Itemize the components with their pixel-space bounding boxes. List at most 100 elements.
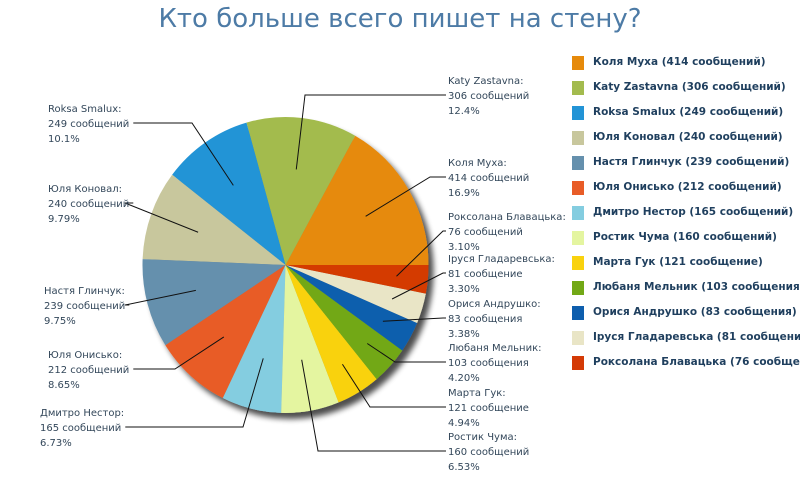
slice-label-value-label: 239 сообщений <box>44 301 125 312</box>
leader-line <box>125 358 264 428</box>
legend-swatch <box>572 331 584 345</box>
slice-label-value-label: 83 сообщения <box>448 314 522 325</box>
legend-swatch <box>572 231 584 245</box>
legend-item: Роксолана Блавацька (76 сообщений <box>572 355 800 380</box>
slice-label-value-label: 414 сообщений <box>448 173 529 184</box>
legend-label: Іруся Гладаревська (81 сообщение) <box>593 331 800 343</box>
legend-label: Roksa Smalux (249 сообщений) <box>593 106 784 118</box>
legend-item: Дмитро Нестор (165 сообщений) <box>572 205 800 230</box>
slice-label-value-label: 103 сообщения <box>448 358 529 369</box>
slice-label-name: Юля Онисько: <box>48 350 122 361</box>
legend-item: Юля Онисько (212 сообщений) <box>572 180 800 205</box>
legend-label: Katy Zastavna (306 сообщений) <box>593 81 786 93</box>
legend-label: Коля Муха (414 сообщений) <box>593 56 766 68</box>
pie-slice <box>285 265 418 351</box>
slice-label-name: Марта Гук: <box>448 388 506 399</box>
slice-label-value-label: 81 сообщение <box>448 269 523 280</box>
pie-slice <box>172 122 286 265</box>
slice-label-percent: 3.30% <box>448 284 480 295</box>
legend-label: Любаня Мельник (103 сообщения) <box>593 281 800 293</box>
slice-label-percent: 6.53% <box>448 462 480 473</box>
slice-label: Роксолана Блавацька: 76 сообщений 3.10% <box>448 212 566 253</box>
slice-label-name: Юля Коновал: <box>48 184 122 195</box>
pie-slice <box>285 265 377 403</box>
slice-label: Коля Муха: 414 сообщений 16.9% <box>448 158 529 199</box>
slice-label-value-label: 240 сообщений <box>48 199 129 210</box>
slice-label-percent: 6.73% <box>40 438 72 449</box>
pie-slice <box>285 265 403 380</box>
slice-label-name: Роксолана Блавацька: <box>448 212 566 223</box>
legend-label: Марта Гук (121 сообщение) <box>593 256 763 268</box>
pie-slice <box>222 265 286 413</box>
slice-label: Любаня Мельник: 103 сообщения 4.20% <box>448 343 541 384</box>
legend-swatch <box>572 106 584 120</box>
legend-swatch <box>572 306 584 320</box>
legend-item: Іруся Гладаревська (81 сообщение) <box>572 330 800 355</box>
pie-slice <box>285 135 429 265</box>
slice-label: Юля Коновал: 240 сообщений 9.79% <box>48 184 129 225</box>
slice-label: Юля Онисько: 212 сообщений 8.65% <box>48 350 129 391</box>
slice-label-name: Roksa Smalux: <box>48 104 122 115</box>
leader-line <box>396 230 446 277</box>
legend-swatch <box>572 256 584 270</box>
legend-label: Дмитро Нестор (165 сообщений) <box>593 206 794 218</box>
legend-label: Ростик Чума (160 сообщений) <box>593 231 777 243</box>
legend-label: Орися Андрушко (83 сообщения) <box>593 306 797 318</box>
leader-line <box>124 202 199 233</box>
pie-slice <box>285 265 429 294</box>
pie-slice <box>142 174 286 265</box>
leader-line <box>382 317 446 322</box>
slice-label: Орися Андрушко: 83 сообщения 3.38% <box>448 299 541 340</box>
legend-swatch <box>572 281 584 295</box>
legend-swatch <box>572 131 584 145</box>
slice-label: Настя Глинчук: 239 сообщений 9.75% <box>44 286 125 327</box>
legend-item: Юля Коновал (240 сообщений) <box>572 130 800 155</box>
slice-label-percent: 3.10% <box>448 242 480 253</box>
slice-label-value-label: 165 сообщений <box>40 423 121 434</box>
slice-label-value-label: 121 сообщение <box>448 403 529 414</box>
leader-line <box>342 364 446 408</box>
legend-item: Орися Андрушко (83 сообщения) <box>572 305 800 330</box>
leader-line <box>391 272 446 300</box>
legend-item: Katy Zastavna (306 сообщений) <box>572 80 800 105</box>
slice-label-name: Любаня Мельник: <box>448 343 541 354</box>
slice-label: Марта Гук: 121 сообщение 4.94% <box>448 388 529 429</box>
pie-slice <box>165 265 286 399</box>
leader-line <box>124 289 196 306</box>
slice-label-name: Дмитро Нестор: <box>40 408 124 419</box>
pie-slice <box>281 265 339 413</box>
slice-label-percent: 3.38% <box>448 329 480 340</box>
slice-labels: Коля Муха: 414 сообщений 16.9% Katy Zastavn… <box>40 76 566 473</box>
slice-label-name: Орися Андрушко: <box>448 299 541 310</box>
leader-line <box>365 176 446 217</box>
slice-label-percent: 10.1% <box>48 134 80 145</box>
legend-swatch <box>572 56 584 70</box>
legend-item: Любаня Мельник (103 сообщения) <box>572 280 800 305</box>
slice-label-name: Коля Муха: <box>448 158 507 169</box>
slice-label-percent: 12.4% <box>448 106 480 117</box>
legend-label: Юля Коновал (240 сообщений) <box>593 131 783 143</box>
slice-label-name: Ростик Чума: <box>448 432 517 443</box>
legend-swatch <box>572 356 584 370</box>
slice-label-value-label: 76 сообщений <box>448 227 523 238</box>
slice-label: Іруся Гладаревська: 81 сообщение 3.30% <box>448 254 555 295</box>
legend-swatch <box>572 156 584 170</box>
leader-line <box>366 343 446 363</box>
slice-label-value-label: 160 сообщений <box>448 447 529 458</box>
legend-item: Коля Муха (414 сообщений) <box>572 55 800 80</box>
legend-swatch <box>572 81 584 95</box>
leader-line <box>301 359 446 452</box>
leader-line <box>295 94 446 170</box>
pie-slice <box>142 259 286 346</box>
slice-label: Roksa Smalux: 249 сообщений 10.1% <box>48 104 129 145</box>
legend-item: Настя Глинчук (239 сообщений) <box>572 155 800 180</box>
legend-label: Настя Глинчук (239 сообщений) <box>593 156 790 168</box>
legend-label: Юля Онисько (212 сообщений) <box>593 181 782 193</box>
slice-label-percent: 9.79% <box>48 214 80 225</box>
slice-label-name: Настя Глинчук: <box>44 286 125 297</box>
slice-label-percent: 9.75% <box>44 316 76 327</box>
slice-label-percent: 8.65% <box>48 380 80 391</box>
legend-item: Roksa Smalux (249 сообщений) <box>572 105 800 130</box>
pie-slice <box>285 265 426 324</box>
